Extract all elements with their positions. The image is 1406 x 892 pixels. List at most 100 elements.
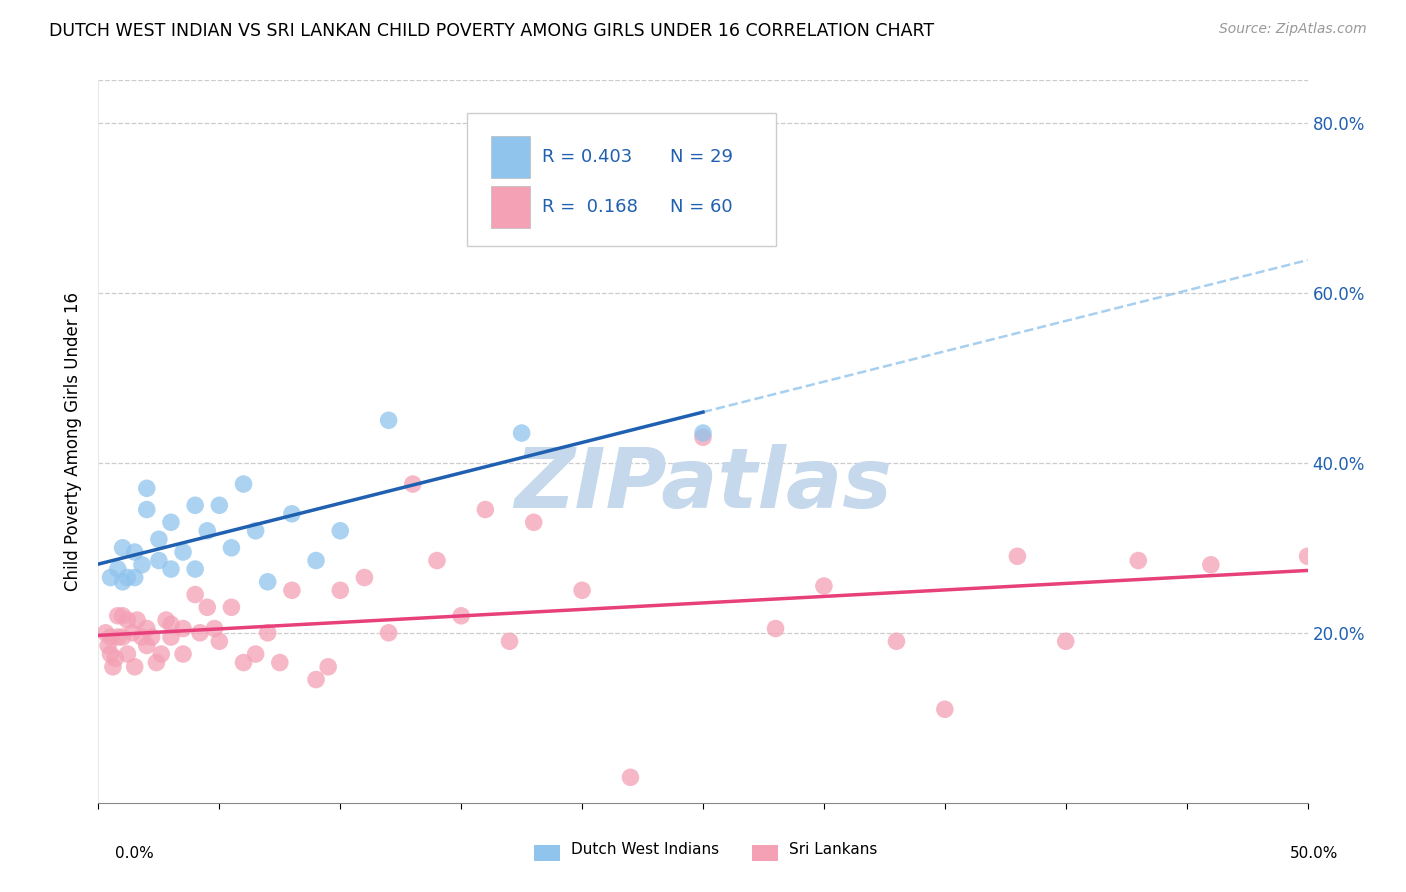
- Point: [256, 625, 278, 640]
- Point: [886, 634, 908, 648]
- Point: [474, 502, 496, 516]
- FancyBboxPatch shape: [492, 136, 530, 178]
- Point: [765, 622, 787, 636]
- Point: [256, 574, 278, 589]
- Point: [221, 541, 243, 555]
- Point: [111, 574, 134, 589]
- Point: [1007, 549, 1029, 564]
- Point: [377, 413, 399, 427]
- FancyBboxPatch shape: [467, 112, 776, 246]
- Point: [510, 425, 533, 440]
- Text: 50.0%: 50.0%: [1291, 846, 1339, 861]
- Point: [124, 660, 146, 674]
- Point: [111, 630, 134, 644]
- Point: [100, 630, 122, 644]
- Point: [692, 430, 714, 444]
- Point: [184, 498, 207, 512]
- Text: Sri Lankans: Sri Lankans: [789, 842, 877, 856]
- Text: 0.0%: 0.0%: [115, 846, 155, 861]
- Point: [124, 570, 146, 584]
- Point: [172, 647, 194, 661]
- Point: [353, 570, 375, 584]
- Point: [131, 558, 153, 572]
- Point: [100, 647, 122, 661]
- Point: [172, 545, 194, 559]
- Point: [107, 630, 129, 644]
- Point: [124, 545, 146, 559]
- Y-axis label: Child Poverty Among Girls Under 16: Child Poverty Among Girls Under 16: [65, 292, 83, 591]
- Point: [402, 477, 425, 491]
- Point: [184, 562, 207, 576]
- Text: Source: ZipAtlas.com: Source: ZipAtlas.com: [1219, 22, 1367, 37]
- Point: [100, 570, 122, 584]
- Point: [160, 630, 183, 644]
- Point: [426, 553, 449, 567]
- Point: [184, 588, 207, 602]
- Point: [148, 533, 170, 547]
- Point: [195, 600, 218, 615]
- Text: N = 29: N = 29: [671, 148, 734, 166]
- Point: [934, 702, 956, 716]
- Point: [121, 625, 143, 640]
- Point: [104, 651, 127, 665]
- Text: R = 0.403: R = 0.403: [543, 148, 633, 166]
- Point: [329, 583, 352, 598]
- Point: [145, 656, 167, 670]
- Point: [221, 600, 243, 615]
- Point: [619, 770, 641, 784]
- Point: [281, 507, 304, 521]
- Point: [150, 647, 173, 661]
- Point: [195, 524, 218, 538]
- Point: [523, 516, 546, 530]
- Point: [117, 613, 139, 627]
- Point: [305, 553, 328, 567]
- Point: [141, 630, 163, 644]
- Point: [107, 562, 129, 576]
- FancyBboxPatch shape: [492, 186, 530, 227]
- Point: [269, 656, 291, 670]
- Point: [208, 634, 231, 648]
- Point: [148, 553, 170, 567]
- Point: [305, 673, 328, 687]
- Point: [127, 613, 149, 627]
- Point: [107, 608, 129, 623]
- Point: [94, 625, 117, 640]
- Point: [245, 647, 267, 661]
- Point: [377, 625, 399, 640]
- Point: [204, 622, 226, 636]
- Point: [692, 425, 714, 440]
- Point: [97, 639, 120, 653]
- Point: [117, 570, 139, 584]
- Point: [329, 524, 352, 538]
- Point: [135, 481, 157, 495]
- Point: [316, 660, 339, 674]
- Point: [1296, 549, 1319, 564]
- Point: [498, 634, 520, 648]
- Point: [281, 583, 304, 598]
- Point: [1199, 558, 1222, 572]
- Text: ZIPatlas: ZIPatlas: [515, 444, 891, 525]
- Point: [813, 579, 835, 593]
- Point: [1054, 634, 1077, 648]
- Point: [245, 524, 267, 538]
- Point: [232, 656, 254, 670]
- Text: R =  0.168: R = 0.168: [543, 198, 638, 216]
- Point: [135, 639, 157, 653]
- Point: [155, 613, 177, 627]
- Text: DUTCH WEST INDIAN VS SRI LANKAN CHILD POVERTY AMONG GIRLS UNDER 16 CORRELATION C: DUTCH WEST INDIAN VS SRI LANKAN CHILD PO…: [49, 22, 935, 40]
- Point: [450, 608, 472, 623]
- Point: [208, 498, 231, 512]
- Point: [101, 660, 124, 674]
- Point: [135, 502, 157, 516]
- Point: [188, 625, 211, 640]
- Text: N = 60: N = 60: [671, 198, 733, 216]
- Point: [131, 630, 153, 644]
- Point: [160, 516, 183, 530]
- Text: Dutch West Indians: Dutch West Indians: [571, 842, 718, 856]
- Point: [135, 622, 157, 636]
- Point: [111, 608, 134, 623]
- Point: [117, 647, 139, 661]
- Point: [111, 541, 134, 555]
- Point: [1128, 553, 1150, 567]
- Point: [160, 562, 183, 576]
